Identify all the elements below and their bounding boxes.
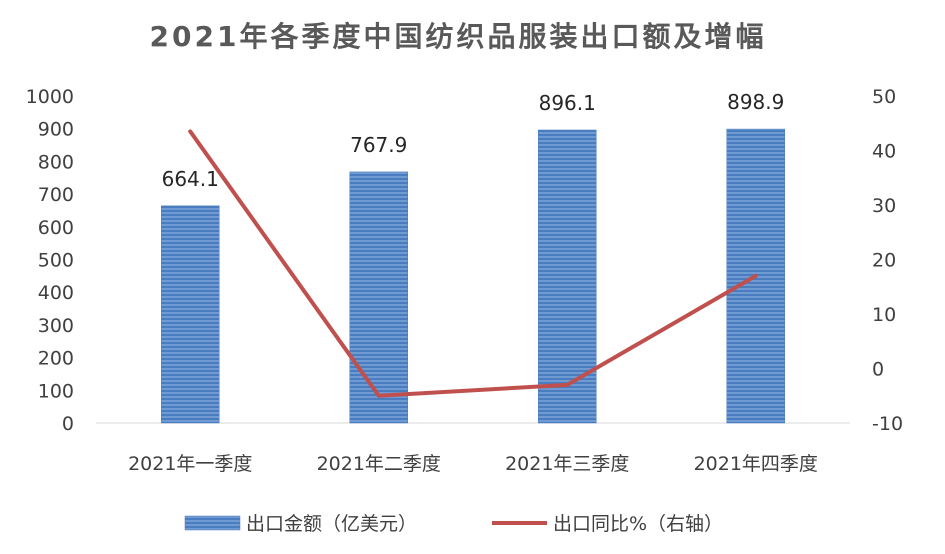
left-tick-label: 600 — [38, 217, 74, 239]
left-tick-label: 1000 — [26, 86, 74, 108]
left-tick-label: 800 — [38, 151, 74, 173]
bar-series — [161, 128, 785, 424]
bar — [161, 205, 220, 424]
left-tick-label: 900 — [38, 119, 74, 141]
line-series — [188, 129, 758, 398]
chart-title: 2021年各季度中国纺织品服装出口额及增幅 — [150, 20, 767, 53]
category-label: 2021年一季度 — [128, 453, 252, 475]
right-axis: -10 0 10 20 30 40 50 — [872, 86, 903, 435]
category-label: 2021年二季度 — [317, 453, 441, 475]
bar-data-label: 767.9 — [350, 133, 407, 157]
category-axis: 2021年一季度 2021年二季度 2021年三季度 2021年四季度 — [128, 453, 818, 475]
yoy-growth-line — [188, 129, 758, 398]
legend-bar-label: 出口金额（亿美元） — [246, 513, 417, 535]
right-tick-label: 20 — [872, 250, 896, 272]
right-tick-label: -10 — [872, 413, 903, 435]
bar-data-labels: 664.1 767.9 896.1 898.9 — [162, 90, 785, 191]
left-tick-label: 700 — [38, 184, 74, 206]
right-tick-label: 40 — [872, 141, 896, 163]
legend-bar-swatch — [184, 515, 241, 531]
left-axis: 0 100 200 300 400 500 600 700 800 900 1000 — [26, 86, 74, 435]
bar-data-label: 898.9 — [727, 90, 784, 114]
legend: 出口金额（亿美元） 出口同比%（右轴） — [184, 513, 723, 535]
legend-line-label: 出口同比%（右轴） — [553, 513, 723, 535]
left-tick-label: 200 — [38, 348, 74, 370]
category-label: 2021年三季度 — [505, 453, 629, 475]
bar — [538, 129, 597, 424]
bar — [349, 171, 408, 424]
left-tick-label: 100 — [38, 380, 74, 402]
bar-data-label: 664.1 — [162, 167, 219, 191]
bar-data-label: 896.1 — [539, 91, 596, 115]
left-tick-label: 400 — [38, 282, 74, 304]
right-tick-label: 0 — [872, 359, 884, 381]
left-tick-label: 0 — [62, 413, 74, 435]
category-label: 2021年四季度 — [694, 453, 818, 475]
right-tick-label: 10 — [872, 304, 896, 326]
right-tick-label: 50 — [872, 86, 896, 108]
right-tick-label: 30 — [872, 195, 896, 217]
left-tick-label: 300 — [38, 315, 74, 337]
left-tick-label: 500 — [38, 250, 74, 272]
